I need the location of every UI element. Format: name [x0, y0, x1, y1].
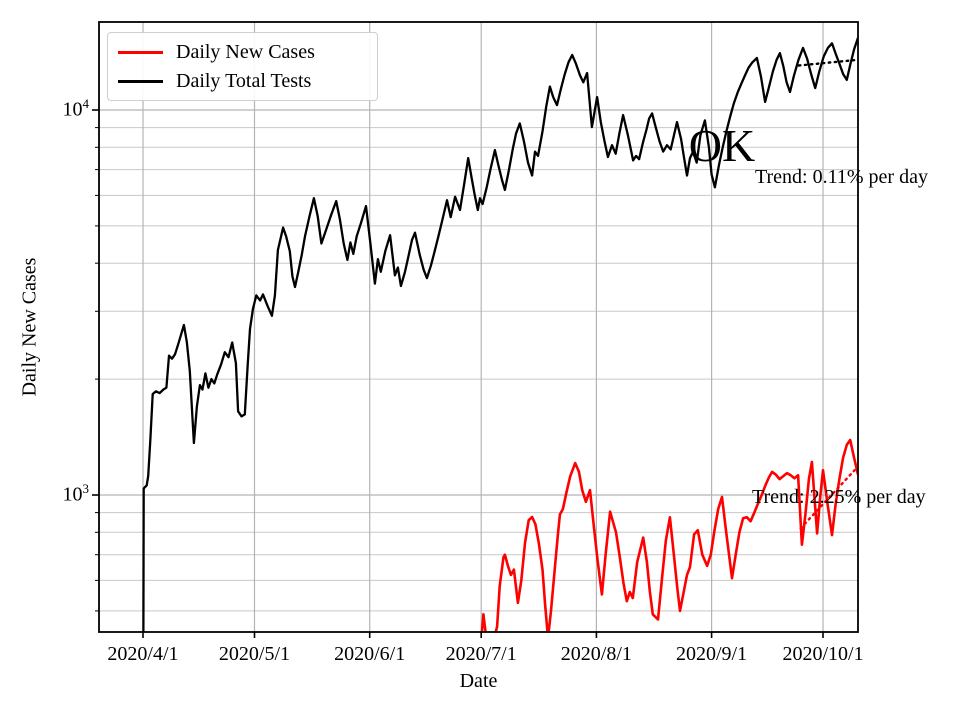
legend-label: Daily Total Tests	[176, 70, 312, 92]
annotation-trend-new-cases: Trend: 2.25% per day	[752, 486, 926, 508]
legend-entry-daily-new-cases: Daily New Cases	[118, 38, 367, 67]
x-tick-label: 2020/8/1	[560, 643, 632, 665]
red-line-swatch	[118, 51, 163, 54]
black-line-swatch	[118, 80, 163, 83]
annotation-ok: OK	[688, 120, 756, 172]
y-tick-label-10e4: 104	[62, 95, 90, 121]
x-tick-label: 2020/9/1	[675, 643, 748, 665]
x-tick-label: 2020/4/1	[107, 643, 179, 665]
x-tick-label: 2020/5/1	[218, 643, 291, 665]
x-axis-label: Date	[459, 670, 498, 692]
x-tick-label: 2020/7/1	[445, 643, 517, 665]
x-tick-label: 2020/10/1	[782, 643, 864, 665]
legend-label: Daily New Cases	[176, 41, 315, 63]
annotation-trend-total-tests: Trend: 0.11% per day	[755, 166, 928, 188]
legend: Daily New Cases Daily Total Tests	[107, 32, 378, 101]
y-tick-label-10e3: 103	[62, 480, 90, 506]
x-tick-label: 2020/6/1	[334, 643, 406, 665]
y-axis-label: Daily New Cases	[18, 257, 41, 397]
legend-entry-daily-total-tests: Daily Total Tests	[118, 67, 367, 96]
